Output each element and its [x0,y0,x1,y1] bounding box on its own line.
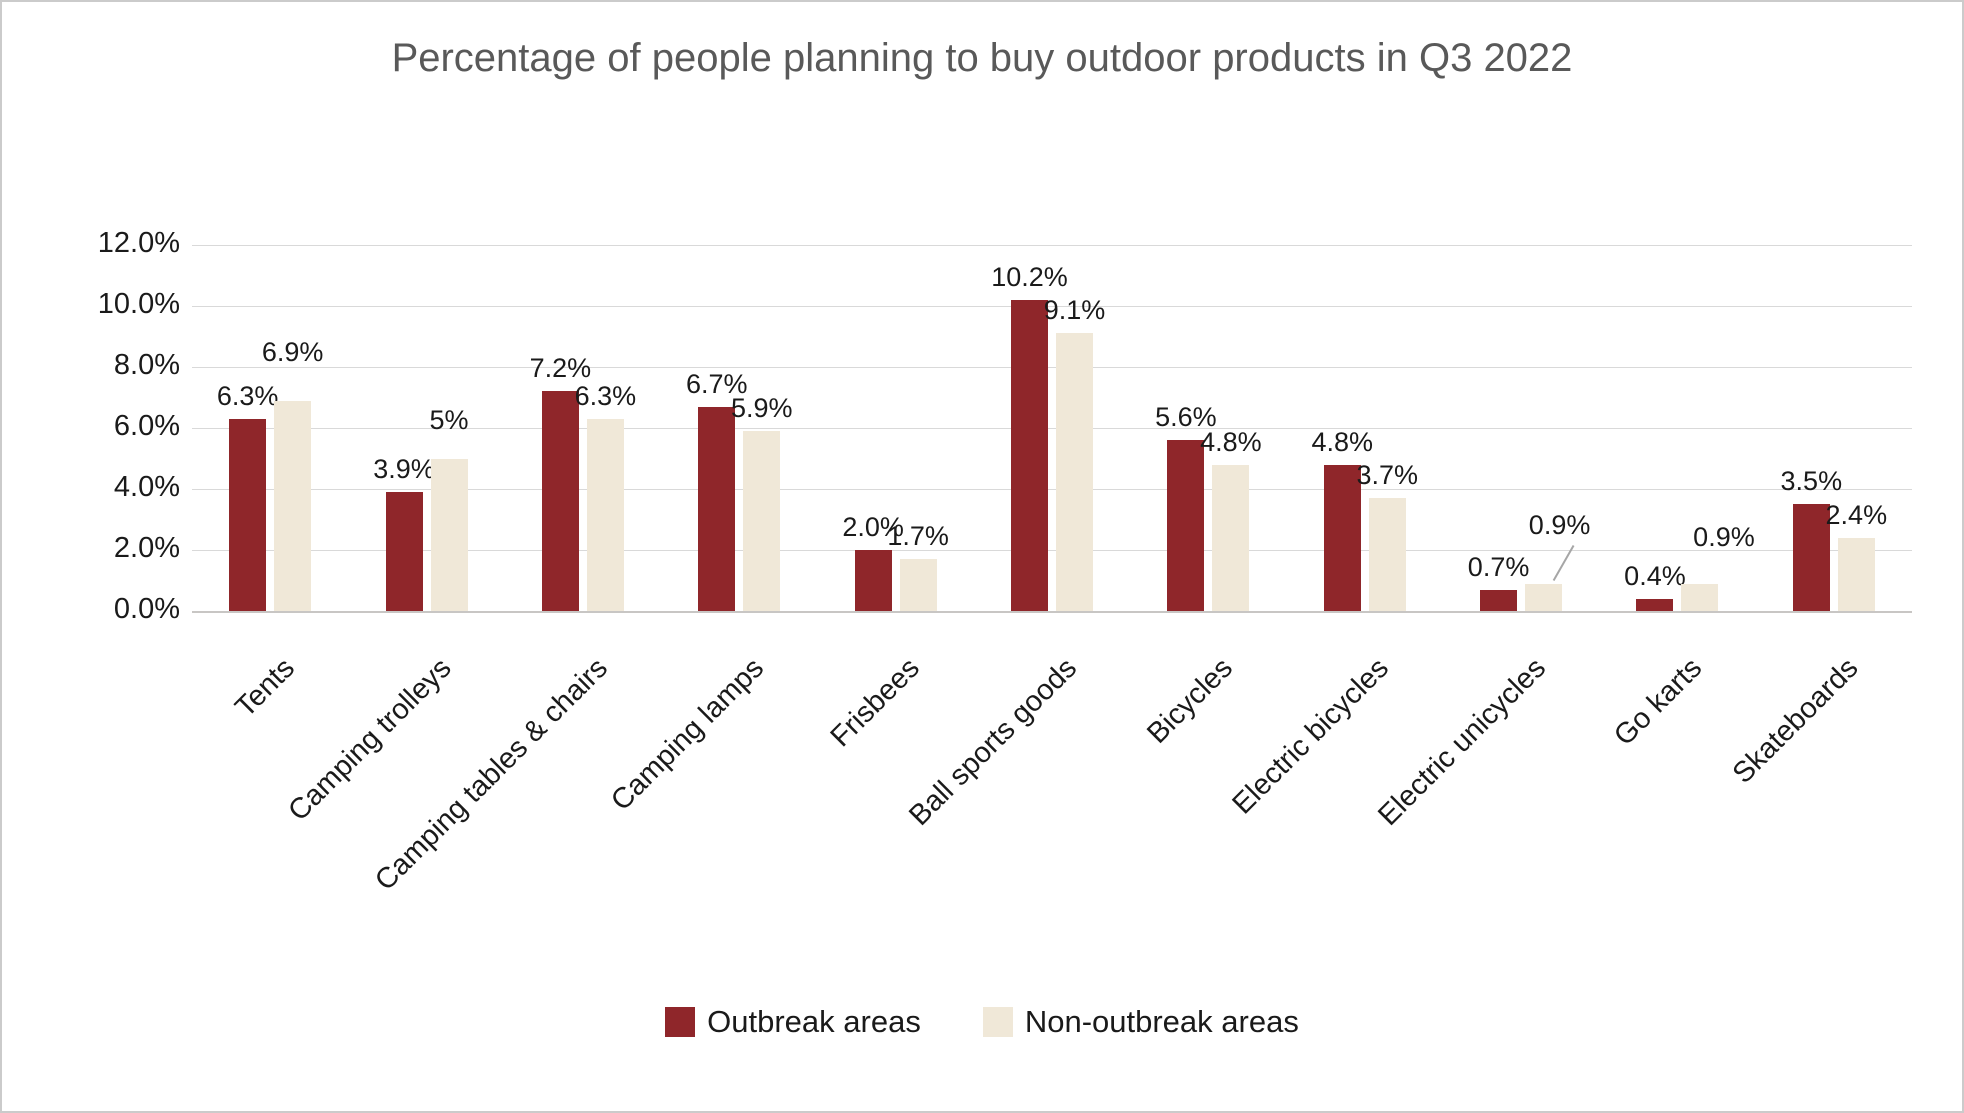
y-tick-label: 10.0% [97,288,180,320]
data-label: 3.7% [1356,460,1418,491]
bar-non-outbreak [1525,583,1563,611]
data-label: 0.9% [1528,509,1591,540]
bar-non-outbreak [586,418,624,611]
category-label: Tents [229,652,301,724]
bar-non-outbreak [1837,537,1875,611]
legend: Outbreak areas Non-outbreak areas [2,1004,1962,1040]
bar-non-outbreak [1056,333,1093,611]
bar-non-outbreak [1368,498,1406,611]
category-label: Electric unicycles [1371,652,1552,832]
data-label: 2.4% [1825,499,1888,530]
bar-outbreak [1636,598,1674,611]
gridline [192,428,1912,429]
category-label: Camping trolleys [281,652,458,828]
category-label: Go karts [1607,652,1709,753]
bar-non-outbreak [1681,583,1719,611]
data-label: 6.3% [574,380,637,411]
bar-outbreak [1167,440,1205,611]
data-label: 9.1% [1043,295,1106,326]
legend-label-outbreak: Outbreak areas [707,1004,921,1039]
category-label: Bicycles [1141,652,1240,750]
gridline [192,550,1912,551]
chart-title: Percentage of people planning to buy out… [391,36,1573,80]
category-label: Skateboards [1726,652,1865,790]
bar-non-outbreak [430,458,468,611]
data-label: 6.3% [216,380,279,411]
gridline [192,367,1912,368]
bar-non-outbreak [274,400,312,611]
legend-item-outbreak: Outbreak areas [665,1004,921,1040]
category-label: Electric bicycles [1226,652,1396,821]
y-tick-label: 6.0% [113,410,180,442]
data-label: 5% [429,404,469,435]
bar-outbreak [1323,464,1361,611]
data-label: 6.7% [685,368,748,399]
y-tick-label: 12.0% [97,227,180,259]
gridline [192,489,1912,490]
legend-label-non-outbreak: Non-outbreak areas [1024,1004,1299,1039]
data-label: 0.9% [1693,521,1755,552]
data-label: 1.7% [887,521,949,552]
data-label: 2.0% [842,512,904,542]
bar-non-outbreak [899,559,937,611]
bar-outbreak [1480,589,1518,611]
y-tick-label: 2.0% [113,532,180,564]
bar-non-outbreak [743,431,781,611]
legend-item-non-outbreak: Non-outbreak areas [982,1004,1299,1040]
bar-outbreak [1011,299,1048,611]
gridline [192,306,1912,307]
category-label: Frisbees [825,652,927,754]
category-label: Ball sports goods [902,652,1083,832]
bar-non-outbreak [1212,464,1250,611]
data-label: 4.8% [1311,426,1373,457]
data-label: 3.9% [373,454,435,485]
data-label: 5.9% [730,393,793,424]
legend-swatch-non-outbreak [982,1007,1013,1037]
data-label: 0.4% [1624,560,1686,591]
category-label: Camping lamps [604,652,770,818]
bar-outbreak [385,492,423,611]
data-label: 10.2% [991,261,1068,292]
data-label: 0.7% [1467,551,1530,582]
bar-outbreak [229,418,267,611]
data-label: 7.2% [529,353,592,384]
data-label: 6.9% [261,336,324,367]
y-tick-label: 4.0% [113,471,180,503]
gridline [192,245,1912,246]
legend-swatch-outbreak [665,1007,696,1037]
bar-outbreak [698,406,736,611]
bar-outbreak [854,550,892,611]
y-tick-label: 8.0% [113,349,180,381]
data-label: 5.6% [1155,402,1217,433]
y-tick-label: 0.0% [113,593,180,625]
x-axis-line [192,611,1912,613]
data-label: 3.5% [1780,466,1843,497]
bar-outbreak [1792,504,1830,611]
data-label: 4.8% [1200,426,1262,457]
bar-outbreak [541,391,579,611]
